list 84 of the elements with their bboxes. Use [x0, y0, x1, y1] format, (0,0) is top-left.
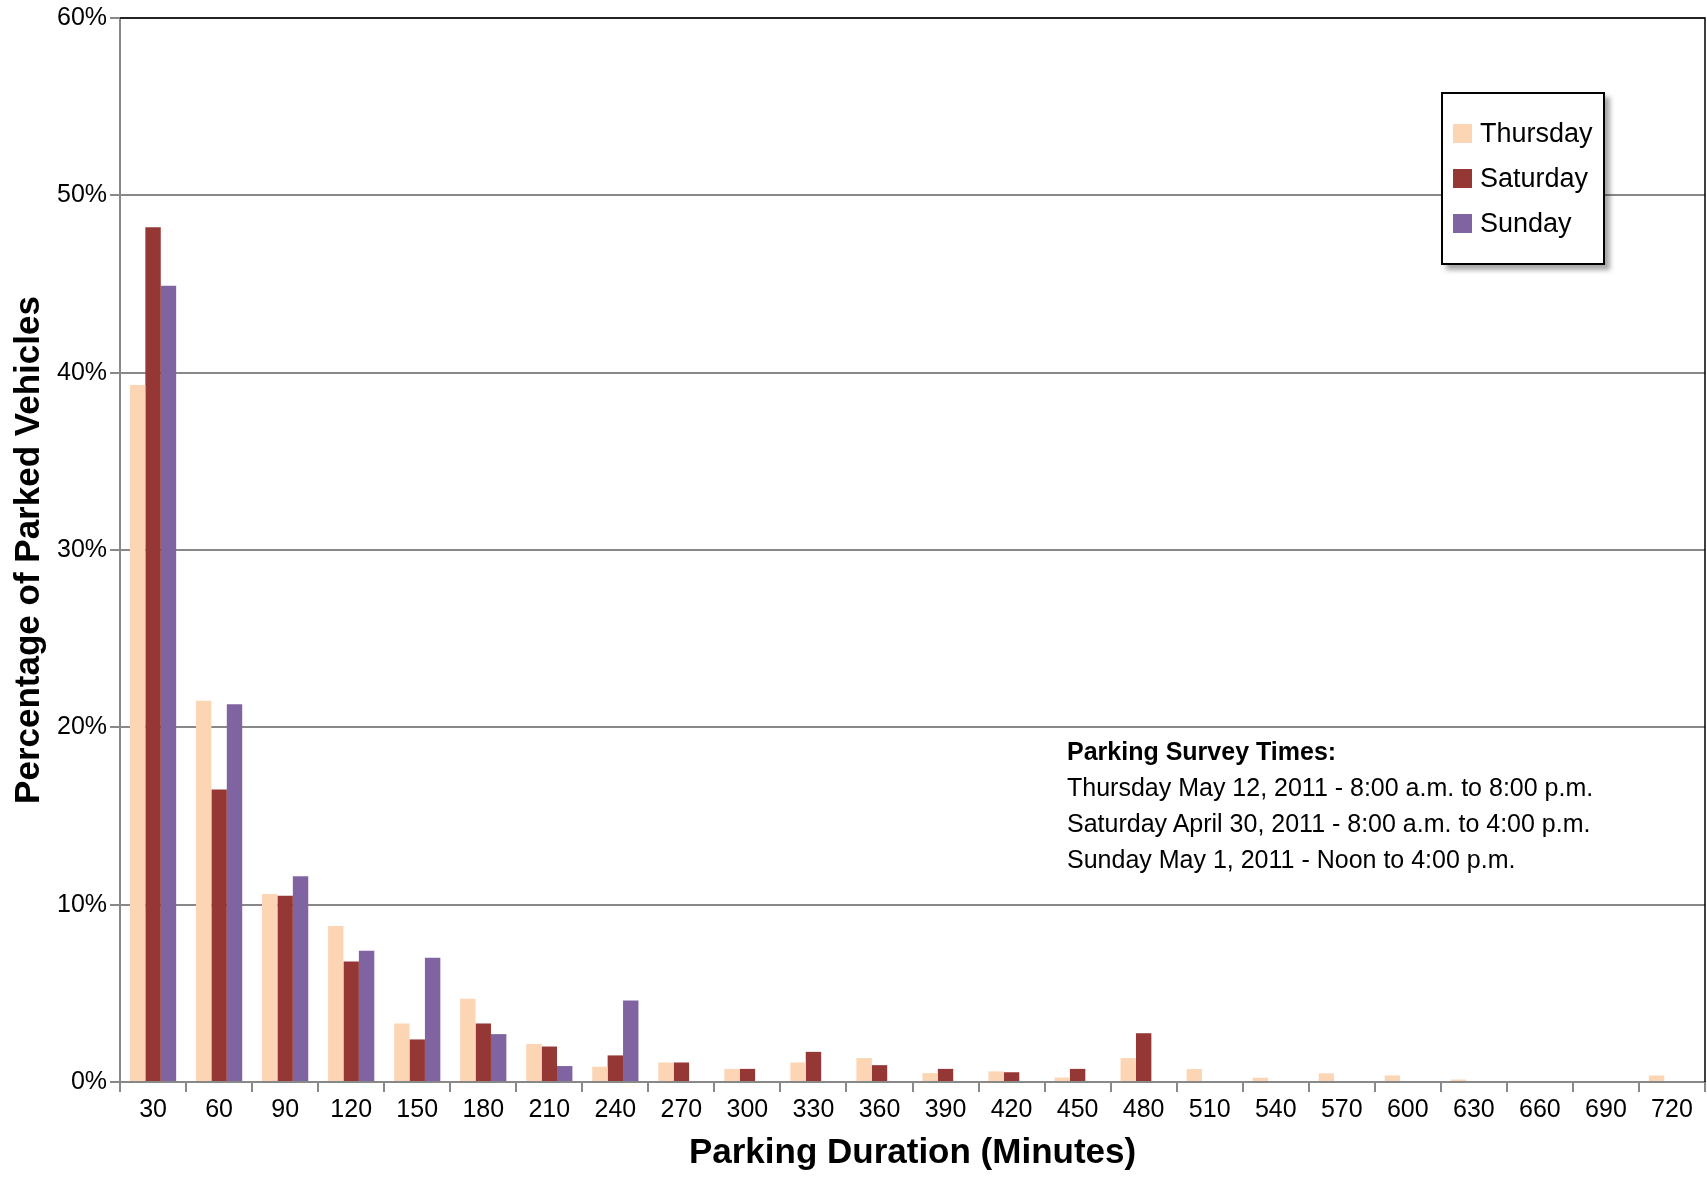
x-tick-label: 390	[924, 1093, 967, 1122]
bar	[358, 950, 375, 1081]
x-tick-label: 540	[1254, 1093, 1297, 1122]
y-axis-title: Percentage of Parked Vehicles	[6, 296, 46, 804]
bar	[424, 957, 441, 1081]
x-tick-label: 210	[528, 1093, 571, 1122]
y-tick-label: 10%	[56, 888, 108, 917]
x-tick-label: 180	[462, 1093, 505, 1122]
x-tick-label: 330	[792, 1093, 835, 1122]
bar	[394, 1023, 410, 1081]
bar	[790, 1062, 806, 1081]
x-tick-label: 150	[396, 1093, 439, 1122]
y-tick-label: 20%	[56, 711, 108, 740]
x-tick-label: 300	[726, 1093, 769, 1122]
x-tick-label: 480	[1122, 1093, 1165, 1122]
y-tick-label: 0%	[70, 1065, 108, 1094]
x-tick-label: 90	[271, 1093, 300, 1122]
y-tick-label: 60%	[56, 1, 108, 30]
x-tick-label: 60	[205, 1093, 233, 1122]
bar	[145, 227, 161, 1081]
y-tick-label: 50%	[56, 179, 108, 208]
bar	[409, 1039, 425, 1081]
bar	[557, 1066, 573, 1081]
x-tick-label: 120	[330, 1093, 373, 1122]
x-tick-label: 600	[1386, 1093, 1429, 1122]
bar	[211, 789, 227, 1081]
bar	[277, 895, 293, 1081]
bar	[1318, 1073, 1335, 1081]
bar	[1120, 1058, 1136, 1081]
bar	[226, 704, 243, 1081]
bar	[658, 1062, 674, 1081]
legend-label: Saturday	[1480, 163, 1589, 194]
x-tick-label: 360	[858, 1093, 901, 1122]
x-tick-label: 270	[660, 1093, 703, 1122]
bar	[856, 1058, 872, 1081]
y-tick-label: 40%	[56, 356, 108, 385]
bar	[328, 925, 344, 1081]
bar	[1648, 1075, 1665, 1081]
bar	[129, 385, 146, 1081]
x-tick-label: 240	[594, 1093, 637, 1122]
x-tick-label: 450	[1056, 1093, 1099, 1122]
bar	[460, 998, 476, 1081]
bar	[937, 1068, 954, 1081]
legend-label: Thursday	[1480, 118, 1593, 149]
annotation: Parking Survey Times:	[1067, 736, 1338, 767]
bar	[292, 876, 309, 1081]
bar	[343, 961, 359, 1081]
bar	[160, 285, 177, 1081]
x-tick-label: 660	[1519, 1093, 1561, 1122]
bar	[724, 1068, 740, 1081]
bar	[490, 1034, 507, 1081]
x-tick-label: 720	[1651, 1093, 1693, 1122]
legend-label: Sunday	[1480, 208, 1572, 239]
bar	[1135, 1033, 1152, 1081]
x-tick-label: 30	[139, 1093, 167, 1122]
annotation: Saturday April 30, 2011 - 8:00 a.m. to 4:00 p.m.	[1067, 808, 1592, 839]
bar	[262, 894, 278, 1081]
x-tick-label: 630	[1453, 1093, 1495, 1122]
bar	[739, 1068, 756, 1081]
bar	[1252, 1077, 1269, 1081]
bar	[988, 1071, 1004, 1081]
bar	[1003, 1072, 1020, 1081]
bar	[195, 700, 212, 1081]
bar	[922, 1073, 938, 1081]
x-tick-label: 690	[1585, 1093, 1627, 1122]
bar	[805, 1051, 822, 1081]
x-axis-title: Parking Duration (Minutes)	[688, 1130, 1137, 1170]
annotation: Sunday May 1, 2011 - Noon to 4:00 p.m.	[1067, 844, 1517, 875]
bar	[623, 1000, 639, 1081]
annotation: Thursday May 12, 2011 - 8:00 a.m. to 8:00 p.m.	[1067, 772, 1594, 803]
bar	[541, 1046, 557, 1081]
bar	[871, 1065, 888, 1081]
x-tick-label: 510	[1188, 1093, 1231, 1122]
y-tick-label: 30%	[56, 533, 108, 562]
bar	[1069, 1068, 1086, 1081]
x-tick-label: 420	[990, 1093, 1033, 1122]
bar	[526, 1043, 542, 1081]
x-tick-label: 570	[1320, 1093, 1363, 1122]
bar	[673, 1062, 690, 1081]
bar	[1186, 1069, 1202, 1081]
bar	[1384, 1075, 1401, 1081]
bar	[607, 1055, 624, 1081]
bar	[475, 1023, 491, 1081]
bar	[592, 1066, 608, 1081]
